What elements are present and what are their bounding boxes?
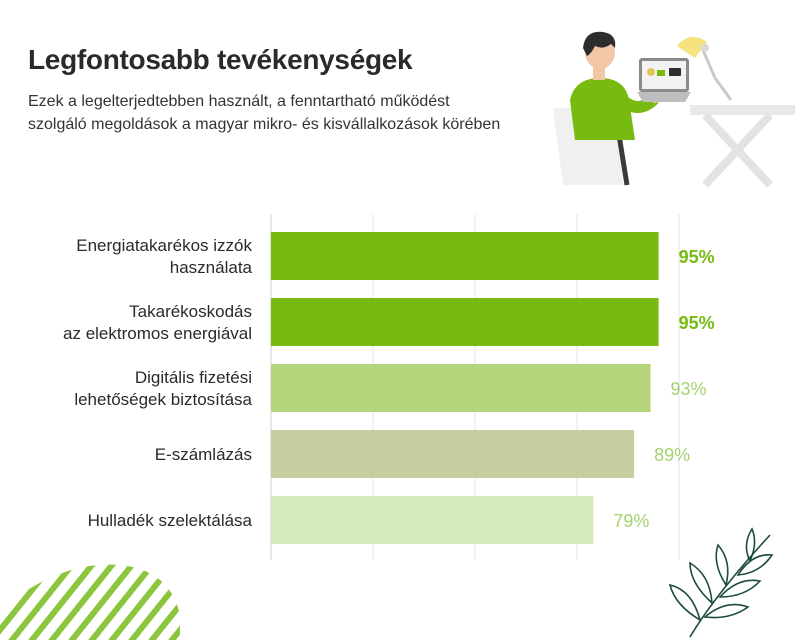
bar (271, 364, 651, 412)
value-label: 95% (679, 247, 715, 267)
page-title: Legfontosabb tevékenységek (28, 44, 413, 75)
category-label: Takarékoskodás (129, 302, 252, 321)
page-subtitle: Ezek a legelterjedtebben használt, a fen… (28, 93, 501, 133)
value-label: 93% (670, 379, 706, 399)
person-at-laptop-icon (553, 31, 795, 188)
bar (271, 232, 659, 280)
category-label: az elektromos energiával (63, 324, 252, 343)
value-label: 89% (654, 445, 690, 465)
bar (271, 496, 594, 544)
category-label: lehetőségek biztosítása (74, 390, 252, 409)
bar (271, 430, 635, 478)
category-label: E-számlázás (155, 445, 252, 464)
category-label: Hulladék szelektálása (88, 511, 253, 530)
leaf-branch-icon (668, 527, 774, 638)
diagonal-stripes-icon (0, 564, 180, 640)
category-label: használata (170, 258, 253, 277)
value-label: 79% (613, 511, 649, 531)
category-label: Energiatakarékos izzók (76, 236, 252, 255)
category-label: Digitális fizetési (135, 368, 252, 387)
value-label: 95% (679, 313, 715, 333)
bar (271, 298, 659, 346)
